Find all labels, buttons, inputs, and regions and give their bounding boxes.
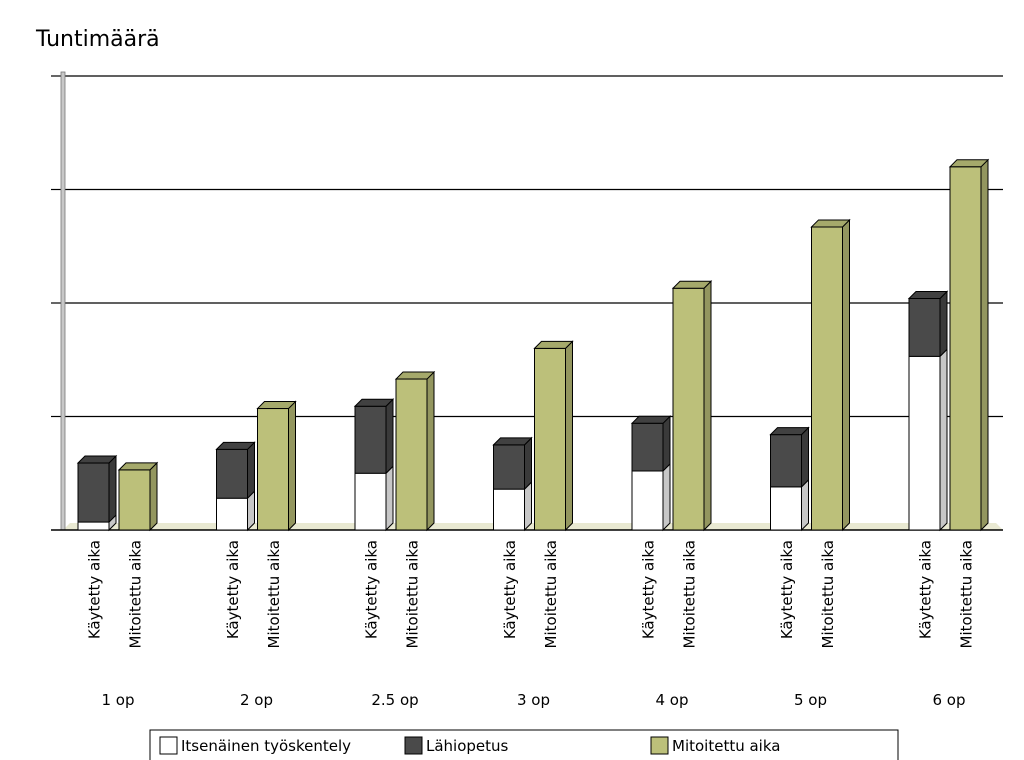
bar-lahiopetus-top bbox=[492, 437, 533, 446]
group-label: 2 op bbox=[240, 691, 273, 709]
bar-mitoitettu bbox=[534, 347, 566, 531]
bar-lahiopetus-top bbox=[76, 455, 118, 464]
bar-lahiopetus bbox=[77, 462, 110, 523]
bar-mitoitettu-top bbox=[948, 159, 990, 168]
bar-label: Mitoitettu aika bbox=[127, 540, 145, 648]
bar-mitoitettu bbox=[118, 469, 151, 531]
bar-mitoitettu-side bbox=[842, 218, 850, 532]
group-label: 2.5 op bbox=[371, 691, 418, 709]
bar-label: Käytetty aika bbox=[778, 540, 796, 639]
bars-layer bbox=[76, 158, 990, 532]
chart-floor bbox=[63, 523, 1003, 530]
group-label: 4 op bbox=[655, 691, 688, 709]
bar-mitoitettu-side bbox=[288, 400, 296, 532]
bar-label: Käytetty aika bbox=[224, 540, 242, 639]
bar-itsenainen-side bbox=[524, 480, 532, 532]
group-label: 5 op bbox=[794, 691, 827, 709]
bar-mitoitettu bbox=[395, 378, 428, 531]
bar-mitoitettu-top bbox=[533, 340, 574, 349]
bar-lahiopetus-top bbox=[907, 290, 949, 299]
bar-label: Käytetty aika bbox=[917, 540, 935, 639]
bar-mitoitettu bbox=[811, 226, 843, 531]
bar-itsenainen bbox=[631, 470, 664, 531]
bar-itsenainen bbox=[77, 521, 110, 531]
bar-itsenainen-side bbox=[662, 462, 671, 532]
bar-label: Mitoitettu aika bbox=[819, 540, 837, 648]
legend: Itsenäinen työskentely Lähiopetus Mitoitet… bbox=[149, 729, 899, 760]
bar-mitoitettu bbox=[257, 408, 289, 531]
y-axis bbox=[60, 71, 66, 531]
bar-mitoitettu-top bbox=[810, 219, 851, 228]
group-label: 1 op bbox=[101, 691, 134, 709]
legend-box bbox=[149, 729, 899, 760]
bar-label: Mitoitettu aika bbox=[958, 540, 976, 648]
bar-mitoitettu-top bbox=[117, 462, 159, 471]
bar-label: Mitoitettu aika bbox=[265, 540, 283, 648]
bar-mitoitettu-top bbox=[256, 401, 297, 410]
bar-lahiopetus bbox=[631, 422, 664, 472]
bar-mitoitettu-side bbox=[565, 340, 573, 532]
legend-swatch bbox=[159, 736, 178, 755]
bar-lahiopetus-side bbox=[662, 415, 671, 473]
bar-mitoitettu-top bbox=[671, 280, 713, 289]
bar-lahiopetus-top bbox=[215, 441, 256, 450]
bar-label: Käytetty aika bbox=[501, 540, 519, 639]
bar-label: Käytetty aika bbox=[640, 540, 658, 639]
bar-lahiopetus-side bbox=[524, 436, 532, 491]
bar-lahiopetus-side bbox=[385, 398, 394, 475]
bar-lahiopetus-top bbox=[630, 415, 672, 424]
bar-lahiopetus bbox=[493, 444, 525, 490]
legend-swatch bbox=[404, 736, 423, 755]
bar-lahiopetus-side bbox=[801, 426, 809, 489]
bar-mitoitettu-side bbox=[703, 280, 712, 532]
bar-label: Käytetty aika bbox=[86, 540, 104, 639]
legend-label: Itsenäinen työskentely bbox=[181, 737, 351, 755]
bar-lahiopetus-top bbox=[353, 398, 395, 407]
group-label: 6 op bbox=[932, 691, 965, 709]
labels-layer: Käytetty aika Mitoitettu aika 1 op Käytetty… bbox=[86, 540, 976, 709]
bar-lahiopetus-top bbox=[769, 427, 810, 436]
bar-itsenainen-side bbox=[801, 478, 809, 532]
bar-mitoitettu-side bbox=[426, 370, 435, 532]
bar-label: Käytetty aika bbox=[363, 540, 381, 639]
legend-swatch bbox=[650, 736, 669, 755]
legend-label: Mitoitettu aika bbox=[672, 737, 780, 755]
chart-title: Tuntimäärä bbox=[35, 27, 160, 52]
bar-lahiopetus bbox=[908, 297, 941, 357]
bar-label: Mitoitettu aika bbox=[681, 540, 699, 648]
bar-mitoitettu bbox=[949, 166, 982, 531]
bar-lahiopetus bbox=[216, 448, 248, 499]
legend-label: Lähiopetus bbox=[426, 737, 509, 755]
bar-itsenainen bbox=[493, 488, 525, 531]
bar-mitoitettu-side bbox=[980, 158, 989, 532]
bar-itsenainen-side bbox=[939, 348, 948, 532]
bar-mitoitettu-side bbox=[149, 461, 158, 532]
bar-lahiopetus bbox=[770, 434, 802, 488]
bar-itsenainen-side bbox=[385, 465, 394, 532]
bar-lahiopetus-side bbox=[939, 290, 948, 358]
group-label: 3 op bbox=[517, 691, 550, 709]
bar-mitoitettu-top bbox=[394, 371, 436, 380]
bar-itsenainen bbox=[354, 472, 387, 531]
bar-lahiopetus-side bbox=[247, 441, 255, 500]
bar-itsenainen bbox=[770, 486, 802, 531]
bar-lahiopetus-side bbox=[108, 454, 117, 524]
bar-mitoitettu bbox=[672, 287, 705, 531]
bar-label: Mitoitettu aika bbox=[542, 540, 560, 648]
bar-itsenainen bbox=[908, 355, 941, 531]
bar-lahiopetus bbox=[354, 405, 387, 474]
bar-label: Mitoitettu aika bbox=[404, 540, 422, 648]
bar-itsenainen bbox=[216, 497, 248, 531]
